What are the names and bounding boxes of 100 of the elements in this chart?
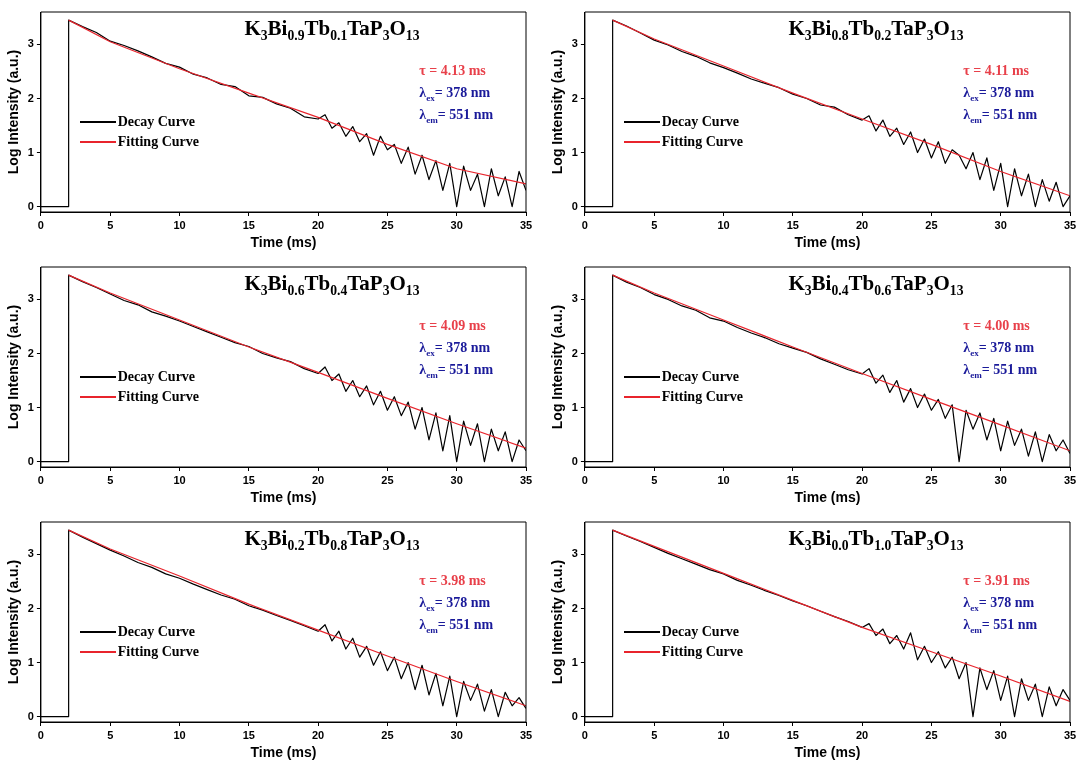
x-tick-label: 5 xyxy=(107,728,114,741)
y-tick-label: 2 xyxy=(571,601,578,614)
y-tick-label: 2 xyxy=(27,601,34,614)
annotation: τ = 4.09 ms xyxy=(419,317,486,335)
legend-label: Fitting Curve xyxy=(117,643,199,661)
y-tick-label: 0 xyxy=(571,454,578,467)
chart-title: K$_{3}$Bi$_{0.8}$Tb$_{0.2}$TaP$_{3}$O$_{13}$ xyxy=(788,16,964,44)
x-tick-label: 10 xyxy=(717,473,730,486)
x-tick-label: 30 xyxy=(450,473,463,486)
annotation: λ$_{em}$= 551 nm xyxy=(963,106,1038,127)
x-tick-label: 20 xyxy=(311,728,325,741)
x-tick-label: 10 xyxy=(717,728,730,741)
annotation: τ = 4.11 ms xyxy=(963,62,1030,80)
x-tick-label: 35 xyxy=(519,218,533,231)
y-tick-label: 0 xyxy=(27,709,34,722)
annotation: λ$_{em}$= 551 nm xyxy=(419,361,494,382)
annotation: λ$_{ex}$= 378 nm xyxy=(419,594,491,615)
x-tick-label: 5 xyxy=(107,473,114,486)
x-axis-title: Time (ms) xyxy=(250,744,317,761)
x-tick-label: 25 xyxy=(381,728,394,741)
x-tick-label: 30 xyxy=(450,218,463,231)
chart-title: K$_{3}$Bi$_{0.2}$Tb$_{0.8}$TaP$_{3}$O$_{13}$ xyxy=(244,526,420,554)
x-tick-label: 0 xyxy=(581,218,588,231)
x-axis-title: Time (ms) xyxy=(250,489,317,506)
legend-label: Decay Curve xyxy=(661,368,740,386)
annotation: λ$_{ex}$= 378 nm xyxy=(963,594,1035,615)
x-tick-label: 30 xyxy=(994,473,1007,486)
x-tick-label: 10 xyxy=(173,728,186,741)
annotation: λ$_{em}$= 551 nm xyxy=(963,361,1038,382)
x-axis-title: Time (ms) xyxy=(794,234,861,251)
x-tick-label: 10 xyxy=(173,218,186,231)
x-tick-label: 30 xyxy=(450,728,463,741)
x-tick-label: 15 xyxy=(786,218,799,231)
x-tick-label: 15 xyxy=(786,728,799,741)
y-tick-label: 1 xyxy=(571,145,578,158)
x-tick-label: 0 xyxy=(37,473,44,486)
y-tick-label: 1 xyxy=(27,655,34,668)
annotation: λ$_{em}$= 551 nm xyxy=(419,106,494,127)
chart-title: K$_{3}$Bi$_{0.0}$Tb$_{1.0}$TaP$_{3}$O$_{13}$ xyxy=(788,526,964,554)
y-tick-label: 0 xyxy=(27,454,34,467)
legend-label: Fitting Curve xyxy=(661,388,743,406)
legend-label: Decay Curve xyxy=(117,368,196,386)
y-tick-label: 3 xyxy=(571,547,578,560)
x-tick-label: 10 xyxy=(173,473,186,486)
x-tick-label: 20 xyxy=(311,218,325,231)
x-tick-label: 35 xyxy=(1063,218,1077,231)
y-tick-label: 2 xyxy=(27,91,34,104)
x-tick-label: 20 xyxy=(855,728,869,741)
x-tick-label: 5 xyxy=(651,473,658,486)
legend-label: Fitting Curve xyxy=(661,133,743,151)
x-tick-label: 5 xyxy=(651,728,658,741)
y-tick-label: 3 xyxy=(571,292,578,305)
y-tick-label: 1 xyxy=(571,655,578,668)
y-tick-label: 3 xyxy=(27,37,34,50)
y-axis-title: Log Intensity (a.u.) xyxy=(549,304,566,430)
legend-label: Decay Curve xyxy=(661,623,740,641)
annotation: λ$_{em}$= 551 nm xyxy=(963,616,1038,637)
x-tick-label: 25 xyxy=(925,728,938,741)
x-tick-label: 15 xyxy=(242,218,255,231)
x-tick-label: 25 xyxy=(925,473,938,486)
y-axis-title: Log Intensity (a.u.) xyxy=(5,304,22,430)
x-axis-title: Time (ms) xyxy=(794,489,861,506)
legend-label: Decay Curve xyxy=(117,623,196,641)
chart-title: K$_{3}$Bi$_{0.9}$Tb$_{0.1}$TaP$_{3}$O$_{13}$ xyxy=(244,16,420,44)
y-tick-label: 0 xyxy=(571,709,578,722)
y-tick-label: 0 xyxy=(27,199,34,212)
x-tick-label: 15 xyxy=(786,473,799,486)
y-tick-label: 2 xyxy=(571,91,578,104)
x-tick-label: 0 xyxy=(581,473,588,486)
x-tick-label: 20 xyxy=(311,473,325,486)
y-tick-label: 3 xyxy=(27,547,34,560)
x-tick-label: 35 xyxy=(519,473,533,486)
x-tick-label: 10 xyxy=(717,218,730,231)
y-tick-label: 0 xyxy=(571,199,578,212)
x-tick-label: 25 xyxy=(381,473,394,486)
annotation: λ$_{ex}$= 378 nm xyxy=(963,339,1035,360)
y-axis-title: Log Intensity (a.u.) xyxy=(5,49,22,175)
annotation: τ = 4.13 ms xyxy=(419,62,486,80)
y-tick-label: 3 xyxy=(571,37,578,50)
annotation: τ = 3.91 ms xyxy=(963,572,1030,590)
x-tick-label: 15 xyxy=(242,473,255,486)
x-tick-label: 20 xyxy=(855,218,869,231)
annotation: τ = 3.98 ms xyxy=(419,572,486,590)
x-tick-label: 25 xyxy=(381,218,394,231)
x-tick-label: 15 xyxy=(242,728,255,741)
y-tick-label: 1 xyxy=(27,145,34,158)
x-tick-label: 0 xyxy=(581,728,588,741)
y-tick-label: 1 xyxy=(571,400,578,413)
x-tick-label: 25 xyxy=(925,218,938,231)
annotation: λ$_{ex}$= 378 nm xyxy=(419,84,491,105)
legend-label: Decay Curve xyxy=(117,113,196,131)
x-tick-label: 35 xyxy=(1063,473,1077,486)
x-tick-label: 5 xyxy=(651,218,658,231)
y-tick-label: 2 xyxy=(571,346,578,359)
legend-label: Fitting Curve xyxy=(117,388,199,406)
y-axis-title: Log Intensity (a.u.) xyxy=(549,559,566,685)
chart-title: K$_{3}$Bi$_{0.4}$Tb$_{0.6}$TaP$_{3}$O$_{13}$ xyxy=(788,271,964,299)
x-tick-label: 30 xyxy=(994,728,1007,741)
legend-label: Fitting Curve xyxy=(117,133,199,151)
x-axis-title: Time (ms) xyxy=(250,234,317,251)
